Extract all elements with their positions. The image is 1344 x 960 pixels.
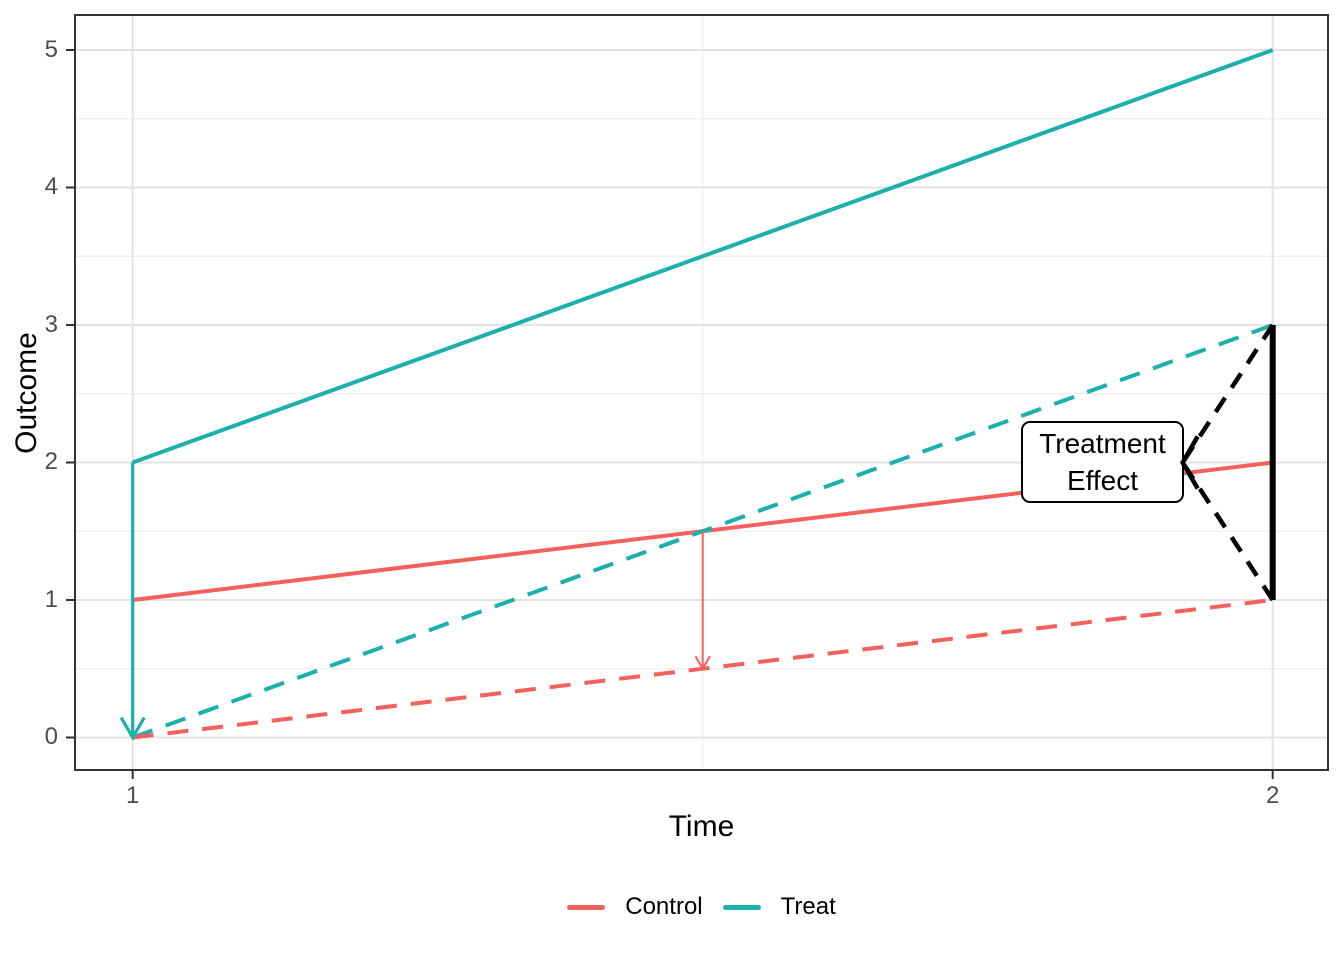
panel-border	[74, 14, 1329, 771]
y-tick-5: 5	[44, 36, 58, 63]
y-tick-1: 1	[44, 586, 58, 613]
legend-label-control: Control	[625, 893, 703, 920]
legend: Control Treat	[75, 890, 1328, 924]
y-tick-0: 0	[44, 723, 58, 750]
series-layer	[132, 48, 1274, 740]
legend-label-treat: Treat	[780, 893, 836, 920]
x-tick-1: 1	[126, 782, 140, 809]
y-tick-4: 4	[44, 173, 58, 200]
gridlines-minor	[75, 15, 1328, 770]
legend-item-treat: Treat	[722, 892, 836, 922]
y-tick-3: 3	[44, 311, 58, 338]
panel-background	[75, 15, 1328, 770]
x-tick-2: 2	[1266, 782, 1280, 809]
x-axis-title: Time	[668, 810, 735, 843]
y-axis-title: Outcome	[10, 332, 43, 454]
legend-swatch-control	[567, 904, 606, 910]
treatment-effect-label-line1: Treatment	[1039, 428, 1166, 459]
treatment-effect-label: Treatment Effect	[1021, 421, 1184, 503]
legend-item-control: Control	[567, 892, 703, 922]
gridlines-major	[75, 15, 1328, 770]
top-arrows-layer	[1180, 323, 1276, 602]
axis-ticks	[66, 49, 1274, 779]
y-tick-2: 2	[44, 448, 58, 475]
base-arrows-layer	[119, 462, 711, 741]
legend-swatch-treat	[722, 904, 761, 910]
treatment-effect-label-line2: Effect	[1066, 465, 1139, 496]
